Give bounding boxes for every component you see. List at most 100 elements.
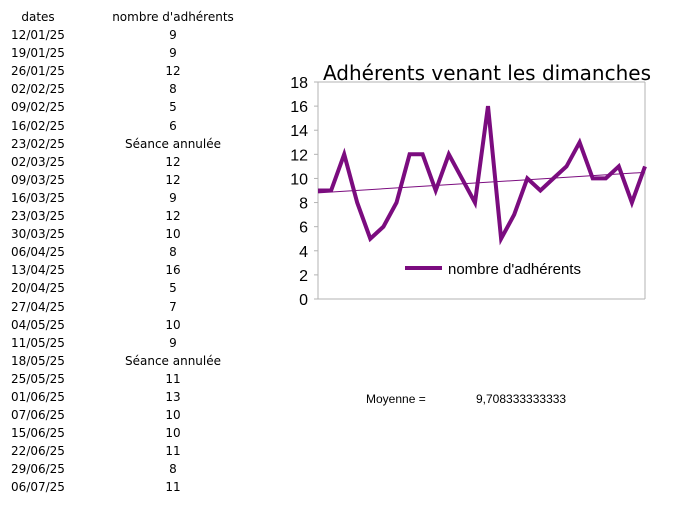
y-tick-label: 10: [290, 171, 308, 188]
row-date: 16/02/25: [11, 118, 65, 133]
y-tick-label: 16: [290, 99, 308, 116]
row-date: 27/04/25: [11, 299, 65, 314]
row-count: 7: [169, 299, 177, 314]
row-count: 5: [169, 100, 177, 115]
table-row: 29/06/25 8: [0, 460, 250, 478]
row-date: 13/04/25: [11, 263, 65, 278]
row-date: 01/06/25: [11, 389, 65, 404]
series-line: [318, 105, 647, 246]
table-row: 06/07/25 11: [0, 478, 250, 496]
table-row: 04/05/25 10: [0, 316, 250, 334]
row-count: 13: [165, 389, 181, 404]
table-row: 12/01/25 9: [0, 26, 250, 44]
table-row: 13/04/25 16: [0, 261, 250, 279]
data-table: dates nombre d'adhérents 12/01/25 9 19/01/…: [0, 8, 250, 497]
row-date: 12/01/25: [11, 28, 65, 43]
moyenne-value: 9,708333333333: [476, 392, 567, 406]
row-date: 25/05/25: [11, 371, 65, 386]
table-row: 02/03/25 12: [0, 153, 250, 171]
y-tick-label: 18: [290, 75, 308, 92]
row-count: 12: [165, 209, 181, 224]
table-row: 20/04/25 5: [0, 279, 250, 297]
row-date: 16/03/25: [11, 190, 65, 205]
table-row: 25/05/25 11: [0, 370, 250, 388]
table-row: 01/06/25 13: [0, 388, 250, 406]
row-count: 6: [169, 118, 177, 133]
table-row: 26/01/25 12: [0, 62, 250, 80]
row-date: 04/05/25: [11, 317, 65, 332]
table-row: 19/01/25 9: [0, 44, 250, 62]
row-date: 07/06/25: [11, 408, 65, 423]
row-count: 16: [165, 263, 181, 278]
table-row: 09/03/25 12: [0, 171, 250, 189]
row-count: 9: [169, 335, 177, 350]
row-count: Séance annulée: [124, 353, 222, 368]
row-date: 23/03/25: [11, 209, 65, 224]
table-body: 12/01/25 9 19/01/25 9 26/01/25 12 02/02/25 8 09/…: [0, 26, 250, 496]
row-count: 10: [165, 227, 181, 242]
row-date: 09/03/25: [11, 172, 65, 187]
row-count: 9: [169, 46, 177, 61]
row-date: 20/04/25: [11, 281, 65, 296]
table-row: 23/03/25 12: [0, 207, 250, 225]
table-row: 30/03/25 10: [0, 225, 250, 243]
row-count: 10: [165, 426, 181, 441]
legend-label: nombre d'adhérents: [448, 261, 581, 278]
row-date: 11/05/25: [11, 335, 65, 350]
row-count: 11: [165, 371, 181, 386]
table-row: 15/06/25 10: [0, 424, 250, 442]
table-row: 11/05/25 9: [0, 334, 250, 352]
table-row: 22/06/25 11: [0, 442, 250, 460]
trend-line: [317, 171, 646, 194]
y-tick-label: 8: [299, 196, 308, 213]
row-date: 09/02/25: [11, 100, 65, 115]
row-date: 06/07/25: [11, 480, 65, 495]
row-date: 30/03/25: [11, 227, 65, 242]
row-date: 26/01/25: [11, 64, 65, 79]
row-count: 8: [169, 82, 177, 97]
table-row: 18/05/25 Séance annulée: [0, 352, 250, 370]
row-count: 9: [169, 190, 177, 205]
table-row: 09/02/25 5: [0, 98, 250, 116]
row-count: 11: [165, 444, 181, 459]
row-date: 23/02/25: [11, 136, 65, 151]
row-date: 06/04/25: [11, 245, 65, 260]
row-date: 18/05/25: [11, 353, 65, 368]
table-row: 27/04/25 7: [0, 298, 250, 316]
row-date: 02/02/25: [11, 82, 65, 97]
table-row: 07/06/25 10: [0, 406, 250, 424]
row-count: 10: [165, 317, 181, 332]
header-dates: dates: [21, 10, 55, 24]
header-count: nombre d'adhérents: [112, 10, 234, 24]
row-date: 02/03/25: [11, 154, 65, 169]
row-count: 8: [169, 245, 177, 260]
table-row: 23/02/25 Séance annulée: [0, 135, 250, 153]
y-tick-label: 4: [299, 244, 308, 261]
row-count: 11: [165, 480, 181, 495]
row-count: 12: [165, 172, 181, 187]
row-count: 5: [169, 281, 177, 296]
row-count: 8: [169, 462, 177, 477]
table-row: 16/03/25 9: [0, 189, 250, 207]
y-tick-label: 14: [290, 123, 308, 140]
y-tick-label: 0: [299, 292, 308, 309]
row-date: 22/06/25: [11, 444, 65, 459]
row-count: 12: [165, 154, 181, 169]
moyenne-label: Moyenne =: [366, 392, 426, 406]
table-row: 06/04/25 8: [0, 243, 250, 261]
table-header: dates nombre d'adhérents: [0, 8, 250, 26]
row-date: 15/06/25: [11, 426, 65, 441]
table-row: 16/02/25 6: [0, 117, 250, 135]
y-tick-label: 6: [299, 220, 308, 237]
row-count: Séance annulée: [124, 136, 222, 151]
row-count: 10: [165, 408, 181, 423]
y-tick-label: 12: [290, 147, 308, 164]
row-count: 12: [165, 64, 181, 79]
row-date: 29/06/25: [11, 462, 65, 477]
chart-title: Adhérents venant les dimanches: [323, 61, 651, 85]
row-date: 19/01/25: [11, 46, 65, 61]
y-tick-label: 2: [299, 268, 308, 285]
row-count: 9: [169, 28, 177, 43]
table-row: 02/02/25 8: [0, 80, 250, 98]
